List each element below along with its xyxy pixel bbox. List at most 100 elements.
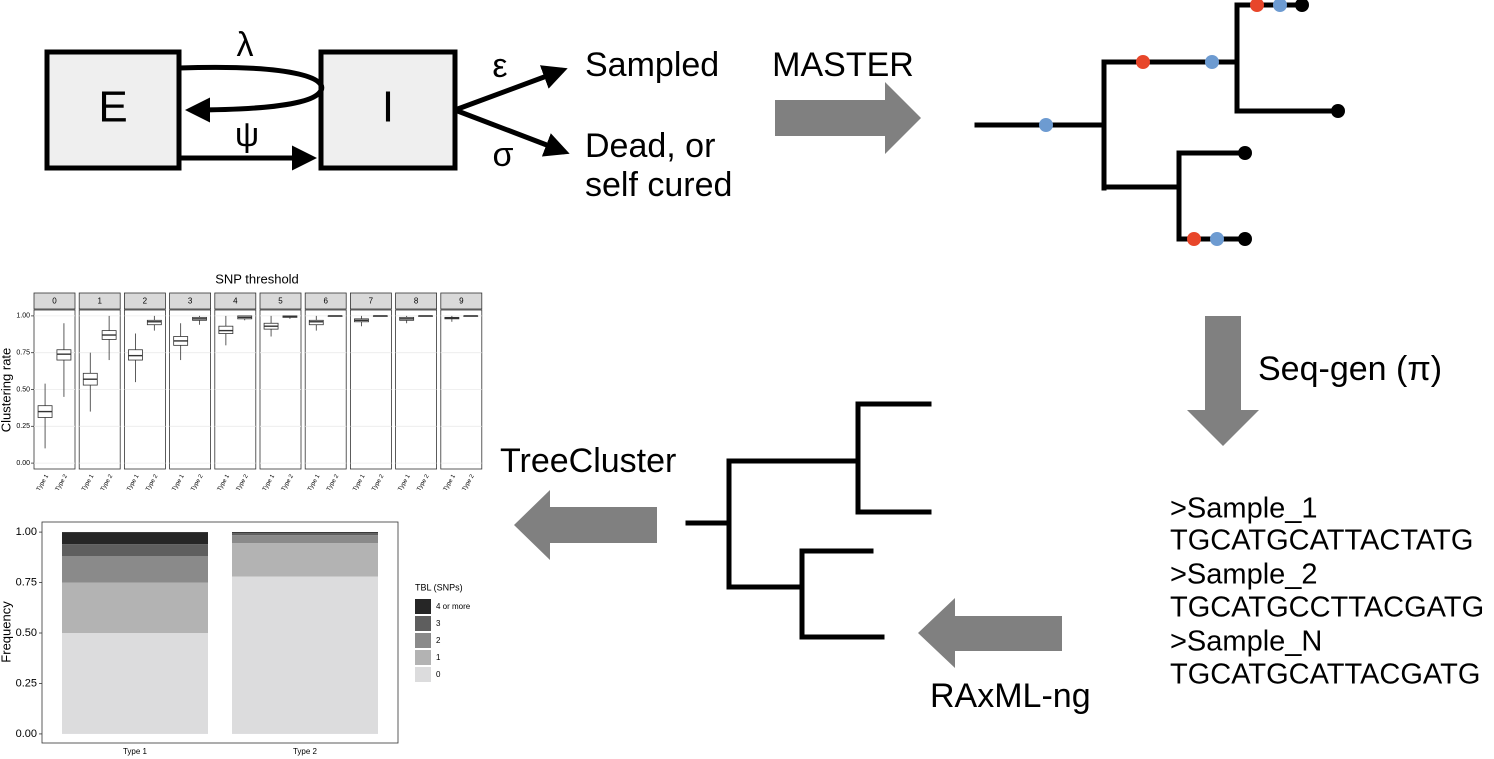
legend-label: 2	[436, 636, 441, 645]
legend-title: TBL (SNPs)	[415, 582, 463, 592]
facet-label: 0	[52, 297, 57, 306]
rate-label: σ	[493, 136, 514, 174]
rate-label: ψ	[235, 116, 259, 154]
strip	[78, 292, 121, 310]
sequence-line: >Sample_N	[1170, 626, 1322, 658]
y-tick-label: 0.75	[16, 576, 37, 588]
x-tick-label: Type 2	[145, 473, 160, 492]
bar-segment	[232, 543, 378, 577]
y-tick-label: 0.25	[16, 423, 30, 430]
box	[146, 319, 162, 326]
sequence-line: TGCATGCCTTACGATG	[1170, 592, 1484, 624]
facet-label: 7	[369, 297, 374, 306]
x-tick-label: Type 2	[100, 473, 115, 492]
strip	[440, 292, 483, 310]
y-axis-label: Clustering rate	[0, 348, 13, 433]
step-arrow	[775, 82, 921, 154]
facet-label: 8	[414, 297, 419, 306]
sequence-line: >Sample_1	[1170, 493, 1318, 525]
x-tick-label: Type 2	[371, 473, 386, 492]
rate-label: ε	[492, 47, 507, 85]
facet-label: 1	[97, 297, 102, 306]
legend-label: 4 or more	[436, 602, 471, 611]
x-tick-label: Type 2	[190, 473, 205, 492]
legend-label: 3	[436, 619, 441, 628]
legend-label: 1	[436, 653, 441, 662]
x-tick-label: Type 2	[55, 473, 70, 492]
bar-segment	[232, 576, 378, 734]
strip	[395, 292, 438, 310]
bar-segment	[232, 535, 378, 544]
y-tick-label: 0.25	[16, 677, 37, 689]
strip	[304, 292, 347, 310]
x-tick-label: Type 2	[236, 473, 251, 492]
strip	[349, 292, 392, 310]
box	[56, 349, 72, 361]
facet-label: 4	[233, 297, 238, 306]
x-tick-label: Type 2	[462, 473, 477, 492]
strip	[169, 292, 212, 310]
node-box	[44, 49, 182, 171]
x-tick-label: Type 1	[398, 473, 413, 492]
legend-swatch	[415, 599, 431, 614]
legend-swatch	[415, 650, 431, 665]
step-label: MASTER	[772, 46, 914, 84]
facet-label: 3	[188, 297, 193, 306]
x-tick-label: Type 1	[443, 473, 458, 492]
legend-label: 0	[436, 670, 441, 679]
x-tick-label: Type 1	[126, 473, 141, 492]
sequence-line: TGCATGCATTACGATG	[1170, 659, 1480, 691]
y-tick-label: 1.00	[16, 313, 30, 320]
bar-segment	[62, 544, 208, 557]
outcome: Dead, or	[585, 127, 715, 165]
step-arrow	[918, 598, 1062, 668]
node-box	[318, 49, 458, 171]
x-tick-label: Type 1	[81, 473, 96, 492]
x-tick-label: Type 1	[172, 473, 187, 492]
arrow	[178, 64, 325, 123]
chart-title: SNP threshold	[215, 271, 299, 286]
step-label: RAxML-ng	[930, 677, 1091, 715]
sequence-line: TGCATGCATTACTATG	[1170, 525, 1473, 557]
x-tick-label: Type 1	[217, 473, 232, 492]
bar-segment	[62, 532, 208, 545]
strip	[214, 292, 257, 310]
legend-swatch	[415, 616, 431, 631]
y-tick-label: 1.00	[16, 526, 37, 538]
x-tick-label: Type 1	[352, 473, 367, 492]
x-tick-label: Type 2	[326, 473, 341, 492]
outcome: Sampled	[585, 46, 719, 84]
strip	[259, 292, 302, 310]
legend-swatch	[415, 633, 431, 648]
x-tick-label: Type 1	[262, 473, 277, 492]
strip	[124, 292, 166, 310]
x-tick-label: Type 1	[307, 473, 322, 492]
x-tick-label: Type 1	[123, 747, 148, 756]
y-tick-label: 0.00	[16, 728, 37, 740]
bar-segment	[62, 633, 208, 734]
box	[218, 325, 234, 334]
x-tick-label: Type 1	[36, 473, 51, 492]
outcome: self cured	[585, 166, 732, 204]
node-label: I	[382, 83, 394, 132]
tree	[685, 401, 932, 640]
legend-swatch	[415, 667, 431, 682]
facet-label: 9	[459, 297, 464, 306]
node-label: E	[98, 83, 127, 132]
step-arrow	[514, 490, 657, 560]
y-tick-label: 0.50	[16, 386, 30, 393]
bar-segment	[232, 532, 378, 534]
facet-label: 5	[278, 297, 283, 306]
box	[308, 319, 324, 326]
arrow	[454, 107, 570, 157]
bar-segment	[232, 533, 378, 536]
bar-segment	[62, 582, 208, 634]
x-tick-label: Type 2	[293, 747, 318, 756]
box	[128, 349, 143, 361]
bar-segment	[62, 556, 208, 583]
x-tick-label: Type 2	[416, 473, 431, 492]
rate-label: λ	[237, 26, 254, 64]
tree	[974, 0, 1345, 246]
x-tick-label: Type 2	[281, 473, 296, 492]
